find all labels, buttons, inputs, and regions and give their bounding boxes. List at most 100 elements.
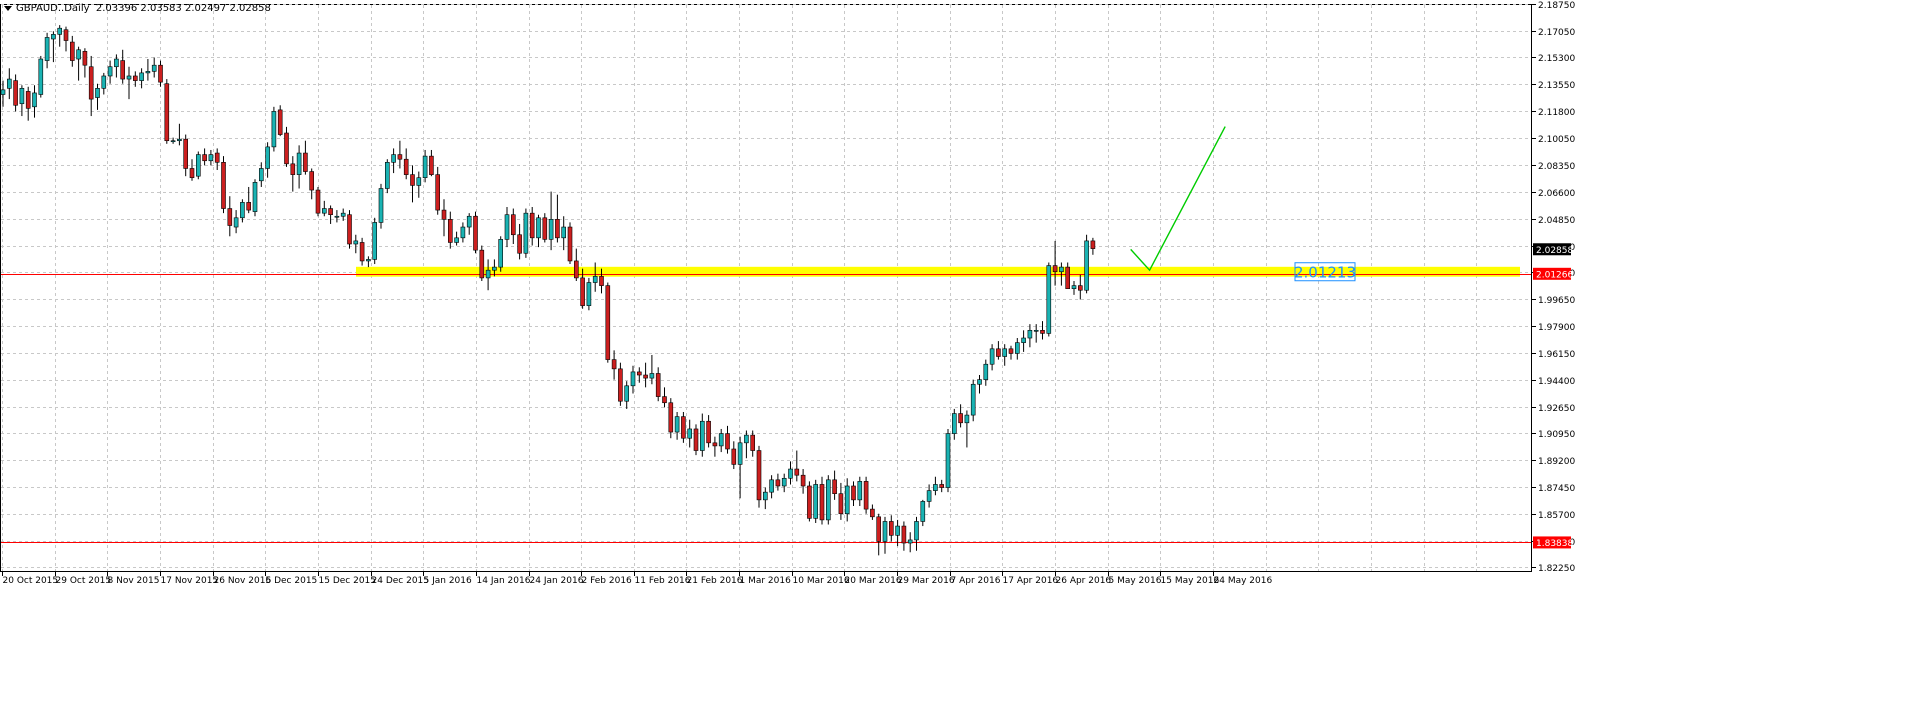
candle-body (939, 484, 945, 488)
candle (788, 461, 793, 485)
candle (592, 262, 598, 292)
y-tick-label: 2.08350 (1538, 162, 1575, 172)
candle (712, 436, 718, 457)
candle-body (586, 282, 592, 306)
candle-body (983, 363, 989, 380)
candle-body (882, 521, 888, 542)
candle-body (277, 109, 283, 135)
candle-body (649, 373, 655, 379)
candle (133, 71, 138, 87)
candle-body (895, 525, 900, 536)
candle (548, 191, 554, 251)
candle (353, 234, 359, 254)
candle (901, 521, 907, 551)
candle-body (70, 41, 75, 61)
candle (271, 106, 277, 152)
candle (303, 140, 308, 175)
price-tag-bg (1533, 267, 1571, 280)
candle (573, 248, 579, 281)
candle-body (366, 259, 371, 262)
candle-body (177, 138, 182, 142)
candle-body (240, 202, 245, 219)
candle-body (920, 501, 926, 522)
candle (781, 473, 787, 493)
candle (769, 475, 774, 499)
candle (970, 379, 976, 422)
dropdown-triangle-icon[interactable] (4, 5, 12, 11)
x-tick-label: 24 Jan 2016 (530, 576, 584, 586)
candle-body (1008, 348, 1014, 354)
candle-body (832, 479, 837, 494)
candle-body (334, 215, 340, 218)
candle (744, 430, 749, 459)
candle (13, 74, 18, 112)
candle (284, 126, 289, 167)
candle (366, 256, 371, 268)
projection-line (1130, 126, 1226, 272)
candle-body (271, 111, 277, 148)
x-tick-label: 29 Oct 2015 (56, 576, 112, 586)
candle-body (573, 260, 579, 279)
candle-body (1078, 285, 1083, 291)
candle-body (479, 249, 485, 279)
candle (460, 222, 466, 243)
candle-body (202, 154, 207, 162)
candle-body (309, 171, 315, 191)
candle-body (51, 34, 56, 40)
candle-body (265, 146, 270, 169)
candle-body (76, 49, 81, 60)
candle-body (901, 525, 907, 544)
candle (57, 25, 63, 47)
candle-body (347, 214, 352, 245)
candle (63, 26, 69, 52)
candle-body (492, 266, 497, 271)
candle-body (914, 521, 919, 541)
candle-body (416, 177, 422, 186)
x-tick-label: 7 Apr 2016 (951, 576, 1001, 586)
y-tick-label: 2.11800 (1538, 108, 1575, 118)
candle (699, 413, 705, 457)
candle-body (819, 484, 825, 521)
price-tag-bg (1533, 536, 1571, 549)
candle-body (498, 239, 504, 268)
candle-body (888, 521, 894, 536)
x-tick-label: 6 Dec 2015 (266, 576, 318, 586)
candle (290, 156, 296, 192)
price-tag: 2.01266 (1536, 270, 1573, 280)
candle (630, 365, 636, 394)
candle (82, 48, 88, 78)
candle (145, 59, 151, 81)
candle (561, 216, 567, 251)
candle (107, 60, 113, 84)
candle (378, 183, 384, 229)
candle (1033, 324, 1039, 343)
candle-body (359, 242, 365, 262)
candle-body (693, 428, 699, 451)
candle (807, 481, 812, 522)
candle-body (844, 485, 850, 515)
candle (1078, 274, 1083, 300)
candle-body (32, 92, 37, 108)
candle (989, 344, 995, 371)
candle (876, 513, 882, 556)
candle-body (321, 208, 327, 214)
zone-label-box (1294, 262, 1356, 282)
candle-body (1046, 265, 1052, 334)
candle-body (945, 433, 951, 488)
y-tick-label: 1.89200 (1538, 457, 1575, 467)
candle (920, 499, 926, 527)
candle (825, 475, 831, 525)
candle (586, 277, 592, 311)
candle-body (397, 154, 403, 160)
candle-body (857, 481, 863, 501)
candle (196, 151, 201, 180)
price-tag: 1.83838 (1536, 539, 1573, 549)
candle-body (876, 516, 882, 542)
candle (510, 208, 516, 244)
candle-body (145, 71, 151, 74)
candle-body (870, 508, 875, 518)
y-tick-label: 1.87450 (1538, 484, 1575, 494)
candle (1021, 330, 1026, 352)
